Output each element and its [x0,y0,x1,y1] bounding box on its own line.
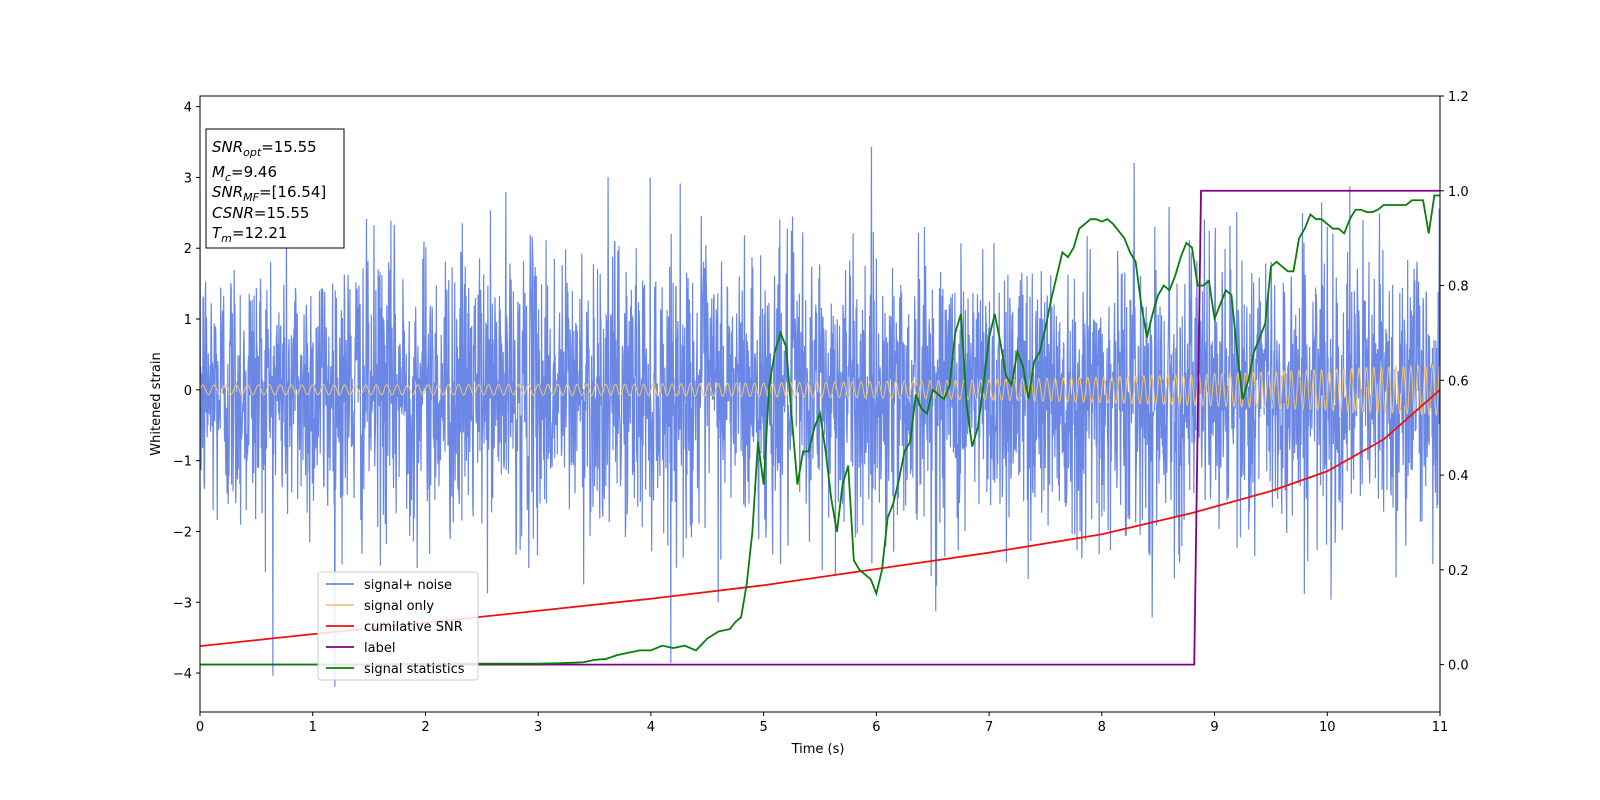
info-line-subscript: MF [243,191,259,204]
x-axis-label: Time (s) [791,742,845,757]
info-line-subscript: opt [243,146,262,159]
y-right-tick-label: 1.2 [1448,90,1469,105]
y-right-tick-label: 0.2 [1448,564,1469,579]
y-left-tick-label: −3 [173,596,192,611]
x-tick-label: 0 [196,720,204,735]
x-tick-label: 10 [1319,720,1336,735]
info-line-value: =[16.54] [259,183,326,201]
x-tick-label: 9 [1210,720,1218,735]
legend-label: signal+ noise [364,578,452,593]
y-left-tick-label: −2 [173,525,192,540]
x-axis: 0 1 2 3 4 5 6 7 8 9 10 11 [196,712,1448,735]
y-right-tick-label: 1.0 [1448,185,1469,200]
signal-only-line [200,363,1440,417]
y-left-tick-label: 0 [184,384,192,399]
info-box: SNRopt=15.55Mc=9.46SNRMF=[16.54]CSNR=15.… [205,128,345,249]
info-line-subscript: m [221,232,232,245]
x-tick-label: 8 [1098,720,1106,735]
legend-label: label [364,641,395,656]
y-right-tick-label: 0.0 [1448,659,1469,674]
info-line: Mc=9.46 [212,163,277,184]
info-line: SNRopt=15.55 [212,138,317,159]
y-left-tick-label: −4 [173,667,192,682]
y-axis-left: −4 −3 −2 −1 0 1 2 3 4 [173,101,200,682]
y-right-tick-label: 0.8 [1448,280,1469,295]
y-axis-label: Whitened strain [149,352,164,455]
y-axis-right: 0.0 0.2 0.4 0.6 0.8 1.0 1.2 [1440,90,1469,674]
legend: signal+ noise signal only cumilative SNR la… [317,571,479,681]
info-line-value: =15.55 [261,138,317,156]
x-tick-label: 11 [1432,720,1449,735]
signal-statistics-line [200,194,1440,666]
legend-label: cumilative SNR [364,620,463,635]
plot-frame [199,95,1441,713]
info-line-value: =15.55 [254,204,310,222]
info-line-symbol: M [212,163,225,181]
info-line: CSNR=15.55 [212,204,309,222]
info-line-value: =12.21 [232,224,288,242]
info-line-symbol: T [212,224,223,242]
x-tick-label: 7 [985,720,993,735]
info-line-subscript: c [225,171,231,184]
x-tick-label: 6 [872,720,880,735]
x-tick-label: 5 [759,720,767,735]
y-left-tick-label: −1 [173,455,192,470]
info-line-symbol: CSNR [212,204,254,222]
info-line-symbol: SNR [212,138,243,156]
y-left-tick-label: 3 [184,171,192,186]
info-line: SNRMF=[16.54] [212,183,326,204]
info-box-frame [205,128,345,249]
legend-frame [317,571,479,681]
y-left-tick-label: 1 [184,313,192,328]
info-line: Tm=12.21 [212,224,287,245]
y-right-tick-label: 0.4 [1448,469,1469,484]
label-line [200,189,1440,666]
info-line-symbol: SNR [212,183,243,201]
x-tick-label: 1 [309,720,317,735]
legend-label: signal only [364,599,434,614]
x-tick-label: 2 [421,720,429,735]
signal-noise-line [200,146,1440,687]
y-left-tick-label: 2 [184,242,192,257]
x-tick-label: 4 [647,720,655,735]
legend-label: signal statistics [364,662,465,677]
info-line-value: =9.46 [231,163,277,181]
y-left-tick-label: 4 [184,101,192,116]
x-tick-label: 3 [534,720,542,735]
y-right-tick-label: 0.6 [1448,374,1469,389]
